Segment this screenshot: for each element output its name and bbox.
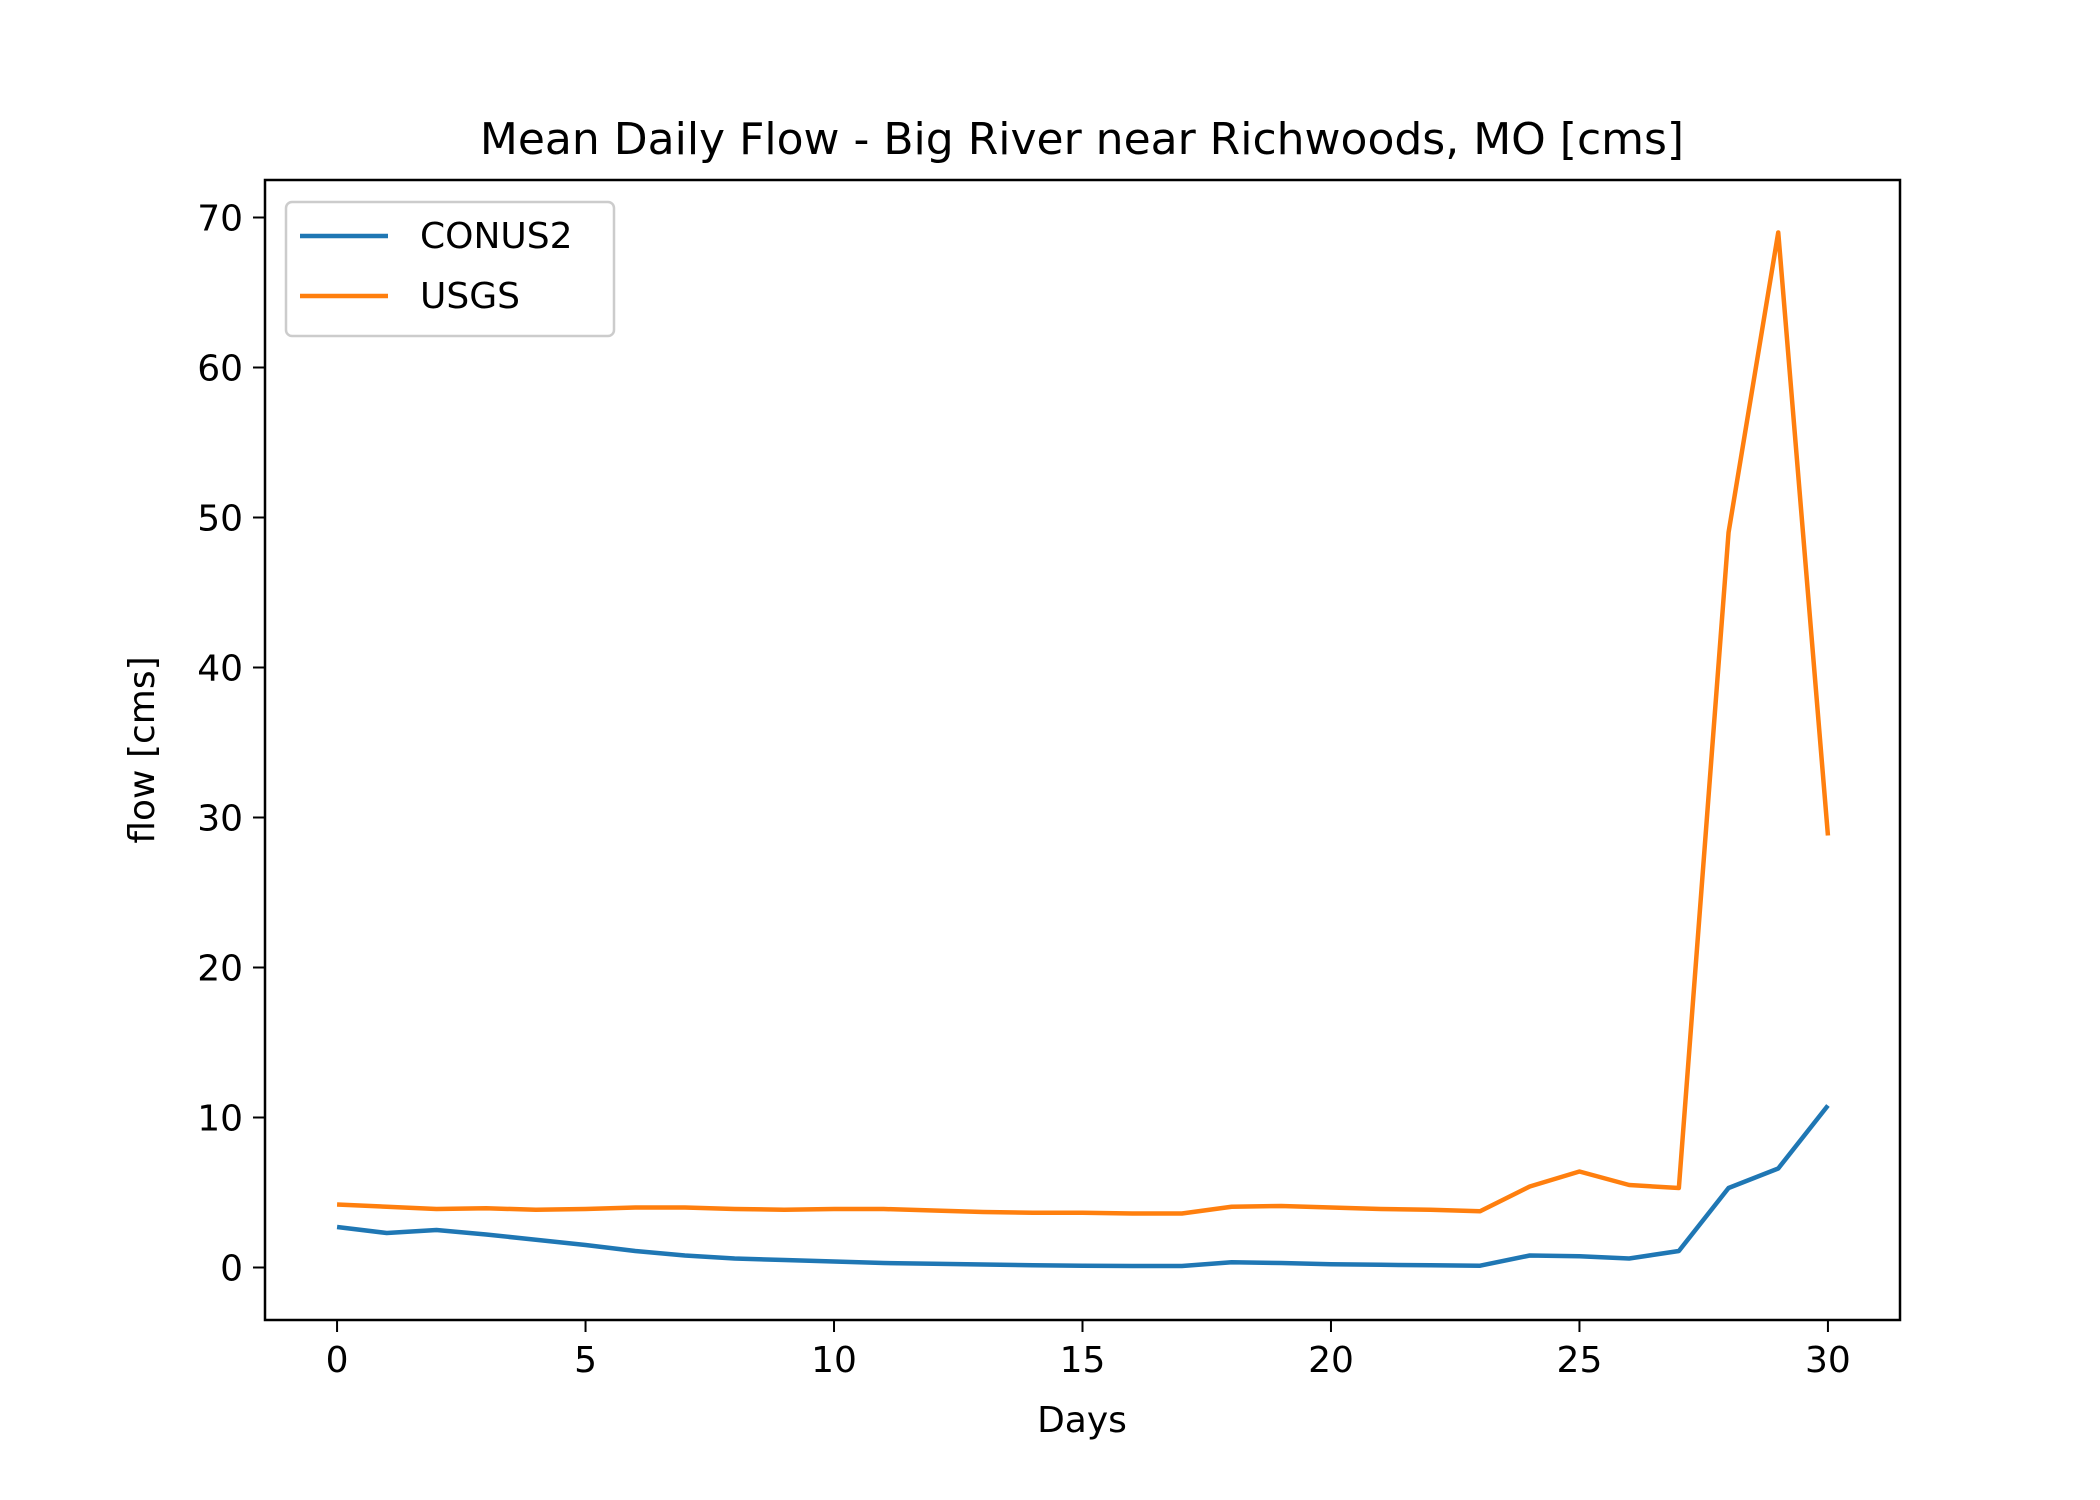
legend-label-usgs: USGS: [420, 276, 520, 317]
y-tick-label: 50: [197, 499, 243, 540]
y-tick-label: 10: [197, 1099, 243, 1140]
series-lines: [336, 230, 1831, 1269]
x-axis: 0 5 10 15 20 25 30: [326, 1320, 1851, 1381]
x-tick-label: 5: [574, 1340, 597, 1381]
legend-label-conus2: CONUS2: [420, 216, 573, 257]
x-tick-label: 30: [1805, 1340, 1851, 1381]
series-line-usgs: [336, 230, 1831, 1216]
series-line-conus2: [336, 1104, 1830, 1269]
y-tick-label: 40: [197, 649, 243, 690]
x-tick-label: 20: [1308, 1340, 1354, 1381]
y-tick-label: 0: [220, 1249, 243, 1290]
y-tick-label: 60: [197, 349, 243, 390]
legend: CONUS2 USGS: [284, 200, 616, 338]
x-axis-label: Days: [1037, 1400, 1127, 1441]
plot-frame: [263, 178, 1902, 1322]
y-tick-label: 30: [197, 799, 243, 840]
x-tick-label: 25: [1557, 1340, 1603, 1381]
y-axis: 0 10 20 30 40 50 60 70: [197, 199, 265, 1290]
y-axis-label: flow [cms]: [122, 656, 163, 843]
chart-title: Mean Daily Flow - Big River near Richwoo…: [480, 114, 1684, 165]
x-tick-label: 10: [811, 1340, 857, 1381]
y-tick-label: 20: [197, 949, 243, 990]
x-tick-label: 15: [1060, 1340, 1106, 1381]
x-tick-label: 0: [326, 1340, 349, 1381]
y-tick-label: 70: [197, 199, 243, 240]
